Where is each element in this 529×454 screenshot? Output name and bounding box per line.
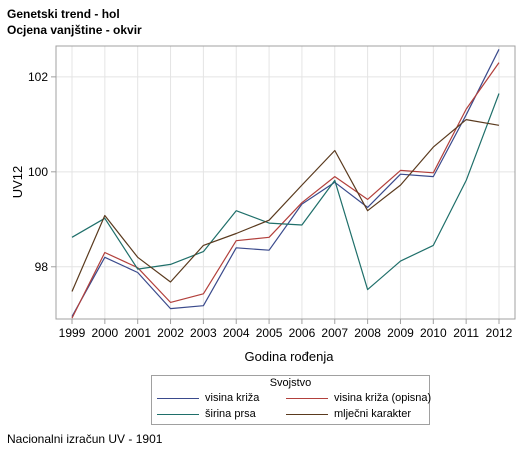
chart-title: Genetski trend - hol — [7, 7, 120, 21]
y-tick-label: 102 — [28, 70, 48, 84]
legend-title: Svojstvo — [269, 377, 312, 389]
legend-swatch — [157, 397, 199, 399]
legend-label: širina prsa — [205, 408, 256, 420]
legend: Svojstvo visina križa visina križa (opis… — [151, 375, 431, 425]
legend-label: visina križa (opisna) — [334, 392, 432, 404]
x-tick-label: 2003 — [190, 326, 217, 340]
legend-item-sirina-prsa: širina prsa — [157, 408, 256, 420]
x-tick-label: 2008 — [354, 326, 381, 340]
x-tick-label: 2011 — [453, 326, 479, 340]
y-tick-label: 98 — [35, 260, 49, 274]
legend-swatch — [286, 397, 328, 399]
plot-area-frame — [55, 45, 516, 320]
legend-label: visina križa — [205, 392, 260, 404]
series-line — [71, 62, 500, 319]
legend-item-visina-kriza-opisna: visina križa (opisna) — [286, 392, 431, 404]
x-axis-label: Godina rođenja — [245, 349, 335, 364]
x-tick-label: 2005 — [256, 326, 283, 340]
grid — [56, 46, 515, 319]
x-tick-label: 1999 — [59, 326, 86, 340]
axis-ticks: 1999 2000 2001 2002 2003 2004 2005 2006 2007 2008… — [28, 70, 513, 340]
legend-swatch — [286, 413, 328, 415]
chart-subtitle: Ocjena vanjštine - okvir — [7, 23, 142, 37]
x-tick-label: 2009 — [387, 326, 414, 340]
series-lines — [71, 49, 500, 319]
x-tick-label: 2012 — [486, 326, 513, 340]
y-axis-label: UV12 — [10, 166, 25, 199]
legend-item-visina-kriza: visina križa — [157, 392, 259, 404]
legend-item-mljecni-karakter: mlječni karakter — [286, 408, 411, 420]
series-line — [71, 93, 500, 291]
x-tick-label: 2002 — [157, 326, 184, 340]
y-tick-label: 100 — [28, 165, 48, 179]
x-tick-label: 2006 — [289, 326, 316, 340]
legend-swatch — [157, 413, 199, 415]
x-tick-label: 2001 — [124, 326, 151, 340]
x-tick-label: 2007 — [321, 326, 348, 340]
footnote: Nacionalni izračun UV - 1901 — [7, 432, 163, 446]
x-tick-label: 2000 — [91, 326, 118, 340]
x-tick-label: 2010 — [420, 326, 447, 340]
x-tick-label: 2004 — [223, 326, 250, 340]
series-line — [71, 118, 500, 292]
legend-label: mlječni karakter — [334, 408, 412, 420]
series-line — [71, 49, 500, 317]
